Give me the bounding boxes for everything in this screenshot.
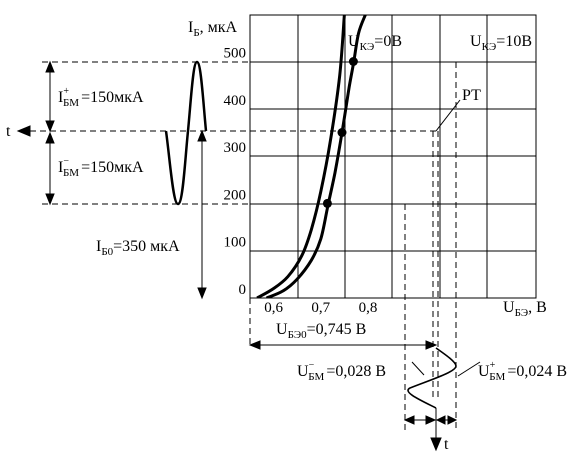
grid	[249, 14, 537, 299]
operating-point-marker	[337, 128, 347, 137]
base-voltage-signal-waveform	[407, 347, 457, 409]
operating-point-label: РТ	[462, 87, 481, 104]
x-tick-label: 0,6	[264, 300, 283, 316]
y-tick-label: 500	[224, 46, 247, 62]
y-axis-title: IБ, мкА	[188, 19, 238, 39]
series-label-uce-0: UКЭ=0В	[348, 33, 402, 53]
ubm-minus-label: U− БМ =0,028 В	[297, 360, 386, 383]
time-axis-label-left: t	[6, 123, 11, 140]
x-tick-label: 0,8	[359, 300, 378, 316]
projection-lines	[20, 61, 457, 432]
ib0-label: IБ0=350 мкА	[96, 238, 180, 258]
y-tick-label: 200	[224, 187, 247, 203]
series-label-uce-10: UКЭ=10В	[470, 33, 532, 53]
operating-points	[322, 57, 358, 208]
operating-point-marker	[322, 198, 332, 208]
dimension-arrows	[16, 60, 481, 452]
x-tick-labels: 0,6 0,7 0,8	[264, 300, 377, 316]
x-axis-title: UБЭ, В	[503, 299, 547, 319]
ube0-label: UБЭ0=0,745 В	[276, 321, 366, 341]
ubm-plus-label: U+ БМ =0,024 В	[478, 360, 567, 383]
time-axis-label-bottom: t	[444, 436, 449, 453]
x-tick-label: 0,7	[311, 300, 330, 316]
curve-uce-0	[256, 15, 346, 298]
y-tick-label: 100	[224, 235, 247, 251]
base-current-signal-waveform	[164, 60, 208, 206]
y-tick-label: 300	[224, 140, 247, 156]
operating-point-marker	[348, 57, 358, 66]
ibm-minus-label: I− БМ =150мкА	[58, 156, 144, 179]
y-tick-label: 0	[239, 282, 247, 298]
y-tick-labels: 0 100 200 300 400 500	[224, 46, 247, 299]
y-tick-label: 400	[224, 93, 247, 109]
ibm-plus-label: I+ БМ =150мкА	[58, 86, 144, 109]
